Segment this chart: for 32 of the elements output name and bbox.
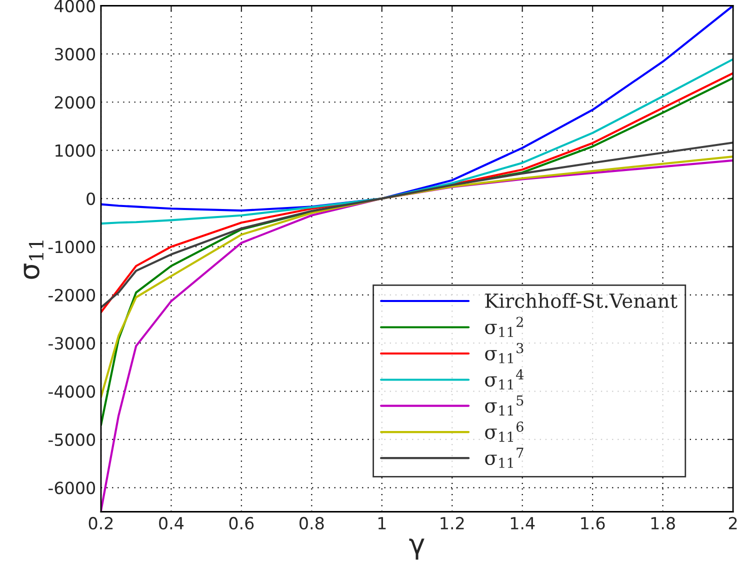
legend-label: Kirchhoff-St.Venant (485, 293, 678, 308)
y-tick-label: -4000 (48, 385, 96, 398)
line-series (100, 58, 734, 225)
legend-label: σ$_{11}$$^{5}$ (485, 395, 524, 416)
x-tick-label: 1.6 (581, 516, 605, 530)
x-tick-label: 0.8 (300, 516, 324, 530)
x-tick-label: 1 (378, 517, 386, 530)
legend-label: σ$_{11}$$^{7}$ (485, 448, 524, 468)
x-tick-label: 0.6 (229, 516, 254, 530)
y-tick-label: 3000 (54, 48, 96, 61)
x-tick-label: 1.2 (440, 516, 464, 530)
legend-label: σ$_{11}$$^{2}$ (485, 316, 523, 337)
legend-label: σ$_{11}$$^{3}$ (485, 342, 524, 364)
line-series (100, 142, 734, 308)
y-tick-label: -2000 (48, 288, 96, 302)
legend-label: σ$_{11}$$^{6}$ (485, 422, 524, 442)
x-tick-label: 2 (728, 516, 737, 530)
x-tick-label: 0.2 (88, 516, 113, 530)
x-tick-label: 1.4 (510, 517, 535, 530)
x-tick-label: 0.4 (159, 516, 184, 530)
x-tick-label: 1.8 (651, 516, 675, 530)
y-tick-label: 4000 (54, 0, 96, 12)
x-axis-title: γ (409, 538, 424, 560)
y-axis-title: σ$_{11}$ (24, 240, 44, 279)
y-tick-label: -3000 (48, 337, 96, 350)
y-tick-label: 0 (86, 192, 96, 206)
y-tick-label: 1000 (56, 144, 96, 157)
y-tick-label: -6000 (48, 482, 96, 494)
y-tick-label: -5000 (48, 433, 96, 446)
y-tick-label: -1000 (48, 240, 96, 254)
y-tick-label: 2000 (54, 96, 96, 109)
legend-label: σ$_{11}$$^{4}$ (485, 369, 524, 390)
